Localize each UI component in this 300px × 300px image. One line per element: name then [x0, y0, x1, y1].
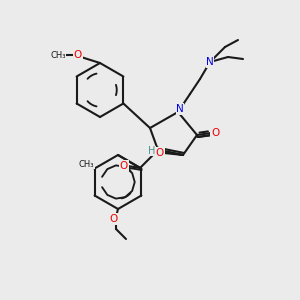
- Text: O: O: [109, 214, 117, 224]
- Text: H: H: [148, 146, 156, 156]
- Text: O: O: [74, 50, 82, 60]
- Text: O: O: [120, 161, 128, 171]
- Text: H: H: [148, 146, 156, 156]
- Text: O: O: [156, 148, 164, 158]
- Text: O: O: [156, 148, 164, 158]
- Text: O: O: [120, 161, 128, 171]
- Text: N: N: [176, 104, 184, 114]
- Text: O: O: [211, 128, 219, 138]
- Text: O: O: [74, 50, 82, 60]
- Text: N: N: [176, 104, 184, 114]
- Text: CH₃: CH₃: [50, 50, 66, 59]
- Text: O: O: [211, 128, 219, 138]
- Text: N: N: [206, 57, 214, 67]
- Text: CH₃: CH₃: [79, 160, 94, 169]
- Text: N: N: [206, 57, 214, 67]
- Text: O: O: [109, 214, 117, 224]
